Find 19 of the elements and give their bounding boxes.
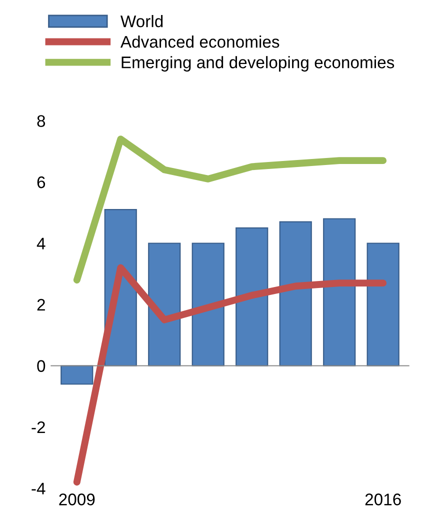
bar [279,221,312,366]
y-tick-label: -4 [32,482,46,494]
y-tick-label: 6 [37,176,46,188]
bar [60,365,94,385]
bar [323,218,356,366]
bar [366,242,400,366]
y-tick-label: 2 [37,298,45,311]
legend-label: World [120,15,163,28]
y-tick-label: 0 [37,360,46,372]
x-tick-label: 2009 [59,494,95,506]
x-tick-label: 2016 [365,494,401,506]
bar [148,242,181,366]
y-tick-label: 4 [36,238,46,250]
y-tick-label: 8 [37,115,46,127]
bar [192,242,224,366]
legend-label: Advanced economies [120,36,280,48]
y-tick-label: -2 [32,421,45,434]
bar [236,227,268,366]
legend-label: Emerging and developing economies [122,56,394,72]
